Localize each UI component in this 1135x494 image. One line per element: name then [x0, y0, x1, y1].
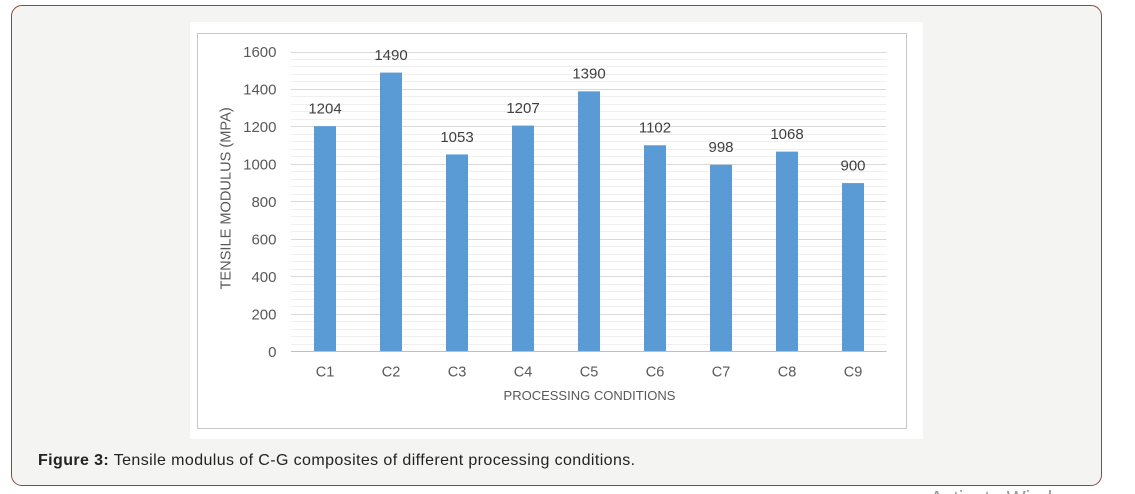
- svg-text:C6: C6: [646, 364, 665, 380]
- svg-text:C4: C4: [514, 364, 533, 380]
- svg-text:C8: C8: [778, 364, 797, 380]
- svg-text:1600: 1600: [243, 44, 276, 61]
- svg-text:998: 998: [708, 139, 733, 156]
- svg-text:800: 800: [251, 194, 276, 211]
- svg-text:600: 600: [251, 231, 276, 248]
- svg-text:0: 0: [268, 344, 276, 361]
- svg-text:900: 900: [840, 157, 865, 174]
- svg-text:1390: 1390: [572, 66, 605, 83]
- svg-text:C5: C5: [580, 364, 599, 380]
- svg-text:1207: 1207: [506, 100, 539, 117]
- svg-text:1053: 1053: [440, 129, 473, 146]
- svg-text:200: 200: [251, 306, 276, 323]
- svg-text:1204: 1204: [308, 101, 341, 118]
- svg-text:1200: 1200: [243, 119, 276, 136]
- svg-text:TENSILE MODULUS (MPA): TENSILE MODULUS (MPA): [219, 107, 235, 289]
- svg-text:C1: C1: [316, 364, 335, 380]
- svg-text:C7: C7: [712, 364, 731, 380]
- svg-text:1102: 1102: [639, 120, 671, 137]
- svg-text:400: 400: [251, 269, 276, 286]
- svg-text:C9: C9: [844, 364, 863, 380]
- svg-text:C2: C2: [382, 364, 401, 380]
- svg-text:1490: 1490: [374, 47, 407, 64]
- svg-text:PROCESSING CONDITIONS: PROCESSING CONDITIONS: [504, 388, 676, 403]
- svg-text:1000: 1000: [243, 157, 276, 174]
- svg-text:C3: C3: [448, 364, 467, 380]
- svg-text:1068: 1068: [770, 126, 803, 143]
- svg-text:1400: 1400: [243, 82, 276, 99]
